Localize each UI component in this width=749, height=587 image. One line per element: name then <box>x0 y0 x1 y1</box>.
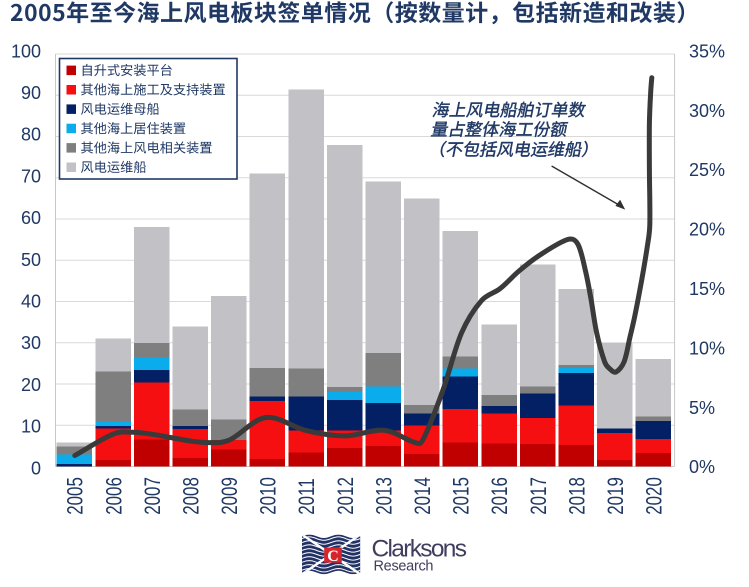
svg-text:30%: 30% <box>689 101 725 121</box>
svg-text:2018: 2018 <box>565 477 590 515</box>
svg-text:35%: 35% <box>689 41 725 61</box>
svg-text:2011: 2011 <box>295 478 320 514</box>
svg-text:2006: 2006 <box>102 477 127 515</box>
svg-text:Research: Research <box>374 559 434 575</box>
svg-text:2014: 2014 <box>411 477 436 515</box>
svg-text:2017: 2017 <box>527 477 552 515</box>
svg-text:C: C <box>327 548 339 565</box>
svg-text:0%: 0% <box>689 457 715 477</box>
svg-text:2010: 2010 <box>257 477 282 515</box>
svg-text:2020: 2020 <box>643 477 668 515</box>
svg-text:40: 40 <box>21 292 41 312</box>
svg-text:100: 100 <box>11 41 41 61</box>
svg-text:30: 30 <box>21 333 41 353</box>
svg-text:20: 20 <box>21 375 41 395</box>
svg-text:10%: 10% <box>689 338 725 358</box>
svg-text:10: 10 <box>21 417 41 437</box>
svg-text:2005: 2005 <box>64 477 89 515</box>
svg-text:2015: 2015 <box>450 477 475 515</box>
svg-text:2009: 2009 <box>218 477 243 515</box>
svg-text:50: 50 <box>21 250 41 270</box>
svg-text:70: 70 <box>21 166 41 186</box>
svg-text:2016: 2016 <box>488 477 513 515</box>
svg-text:5%: 5% <box>689 398 715 418</box>
svg-text:2013: 2013 <box>372 477 397 515</box>
svg-text:20%: 20% <box>689 220 725 240</box>
svg-text:15%: 15% <box>689 279 725 299</box>
svg-text:0: 0 <box>31 458 41 478</box>
svg-text:Clarksons: Clarksons <box>372 536 468 563</box>
svg-text:2019: 2019 <box>604 477 629 515</box>
svg-text:2012: 2012 <box>334 477 359 515</box>
svg-text:2007: 2007 <box>141 477 166 515</box>
svg-text:25%: 25% <box>689 160 725 180</box>
svg-text:60: 60 <box>21 208 41 228</box>
svg-text:2008: 2008 <box>179 477 204 515</box>
svg-text:90: 90 <box>21 83 41 103</box>
svg-text:80: 80 <box>21 125 41 145</box>
